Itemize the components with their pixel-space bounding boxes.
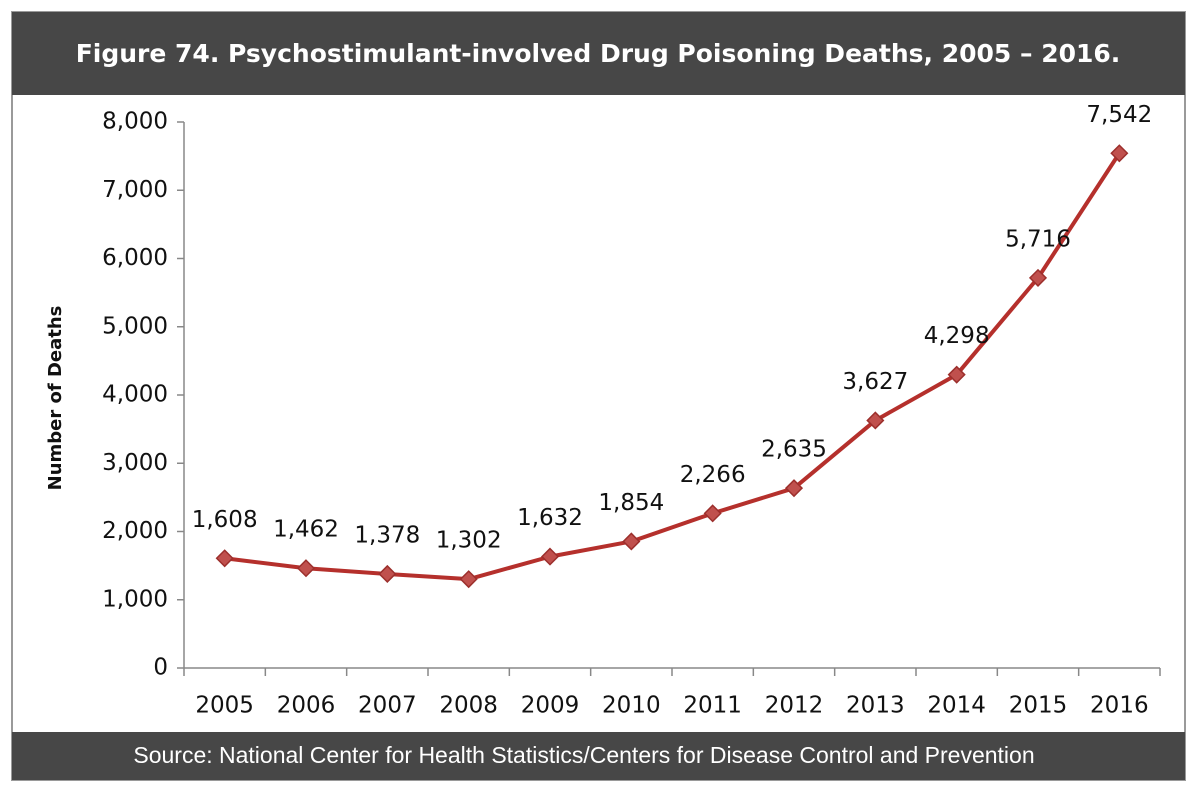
y-tick-label: 6,000 [102,245,168,271]
data-label: 1,462 [273,517,339,543]
marker [622,532,641,551]
x-tick-label: 2011 [683,693,742,719]
x-tick-label: 2007 [358,693,417,719]
x-tick-label: 2016 [1090,693,1149,719]
y-tick-label: 3,000 [102,450,168,476]
x-tick-label: 2010 [602,693,661,719]
data-label: 1,632 [517,505,583,531]
frame [11,11,1186,781]
data-label: 1,854 [598,490,664,516]
marker [1110,144,1129,163]
x-tick-label: 2014 [927,693,986,719]
data-label: 3,627 [842,369,908,395]
x-tick-label: 2012 [765,693,824,719]
data-label: 4,298 [924,323,990,349]
data-label: 1,378 [354,522,420,548]
source-bar [12,732,1185,780]
y-tick-label: 2,000 [102,518,168,544]
data-label: 5,716 [1005,226,1071,252]
marker [540,547,560,566]
marker [784,479,804,498]
marker [215,549,234,568]
y-tick-label: 7,000 [102,177,168,203]
data-label: 2,266 [680,462,746,488]
marker [459,570,478,589]
y-axis-label: Number of Deaths [45,306,66,491]
data-label: 1,302 [436,528,502,554]
marker [1028,268,1048,287]
x-tick-label: 2009 [521,693,580,719]
chart-title: Figure 74. Psychostimulant-involved Drug… [76,39,1121,68]
data-label: 7,542 [1086,102,1152,128]
data-label: 1,608 [192,507,258,533]
source: Source: National Center for Health Stati… [133,742,1034,768]
data-label: 2,635 [761,437,827,463]
x-tick-label: 2015 [1009,693,1068,719]
y-tick-label: 8,000 [102,109,168,135]
line [224,152,1122,582]
marker [947,365,966,384]
marker [866,411,885,430]
marker [703,504,722,523]
y-tick-label: 0 [153,655,168,681]
x-tick-label: 2013 [846,693,905,719]
title-bar [12,12,1185,95]
y-tick-label: 1,000 [102,586,168,612]
x-tick-label: 2008 [439,693,498,719]
x-tick-label: 2006 [277,693,336,719]
y-tick-label: 5,000 [102,313,168,339]
y-tick-label: 4,000 [102,382,168,408]
x-tick-label: 2005 [195,693,254,719]
marker [378,564,397,584]
marker [296,559,316,578]
